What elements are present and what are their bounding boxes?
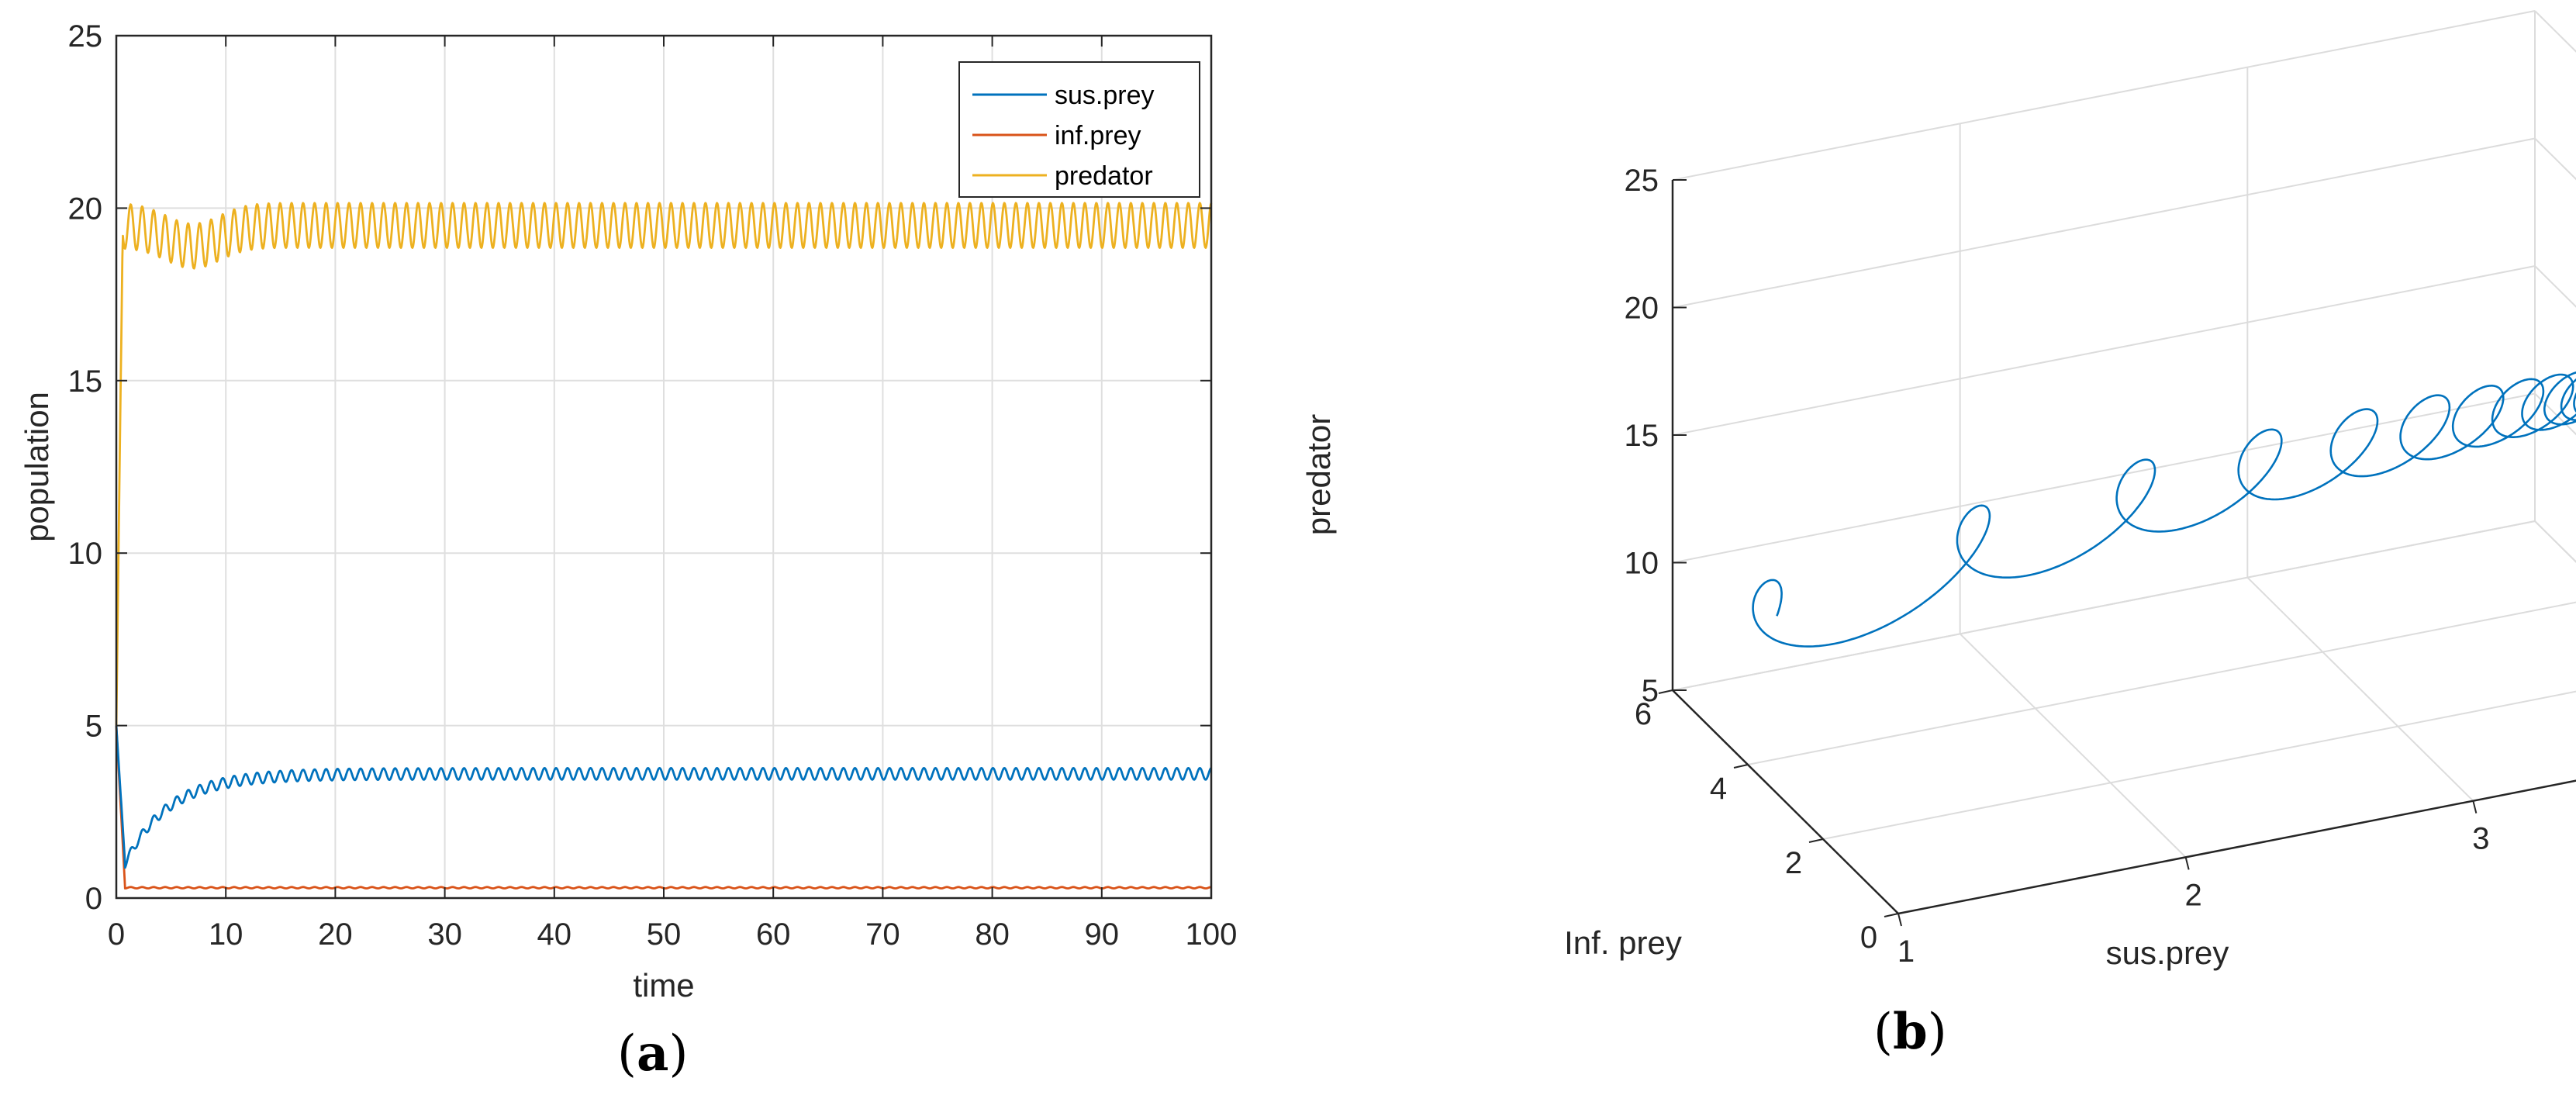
x-tick-label: 60 xyxy=(756,917,791,952)
panel-a-chart: 0 10 20 30 40 50 60 70 80 90 100 0 5 10 15 20 25 time p… xyxy=(19,19,1237,1083)
y-axis-label-3d: Inf. prey xyxy=(1564,924,1682,961)
panel-letter-a: a xyxy=(637,1024,668,1083)
grid-3d xyxy=(1672,10,2576,914)
y-tick-label: 25 xyxy=(68,19,103,54)
y-tick xyxy=(1884,913,1899,917)
y-tick-label: 5 xyxy=(85,710,102,744)
y-tick-labels: 0 5 10 15 20 25 xyxy=(68,19,103,916)
y-tick-label: 20 xyxy=(68,192,103,226)
x-tick xyxy=(1897,913,1902,927)
back-wall-grid-z xyxy=(1672,137,2536,309)
x-tick-label: 3 xyxy=(2472,822,2489,856)
floor-grid-x xyxy=(2246,576,2474,802)
floor-grid-y xyxy=(1747,601,2576,765)
y-axis-label: population xyxy=(19,392,55,542)
tick-marks xyxy=(116,35,1212,899)
side-wall-grid-z xyxy=(2534,10,2576,53)
back-wall-grid-z xyxy=(1672,10,2536,181)
x-tick xyxy=(2184,857,2190,870)
legend-label-inf-prey: inf.prey xyxy=(1055,121,1141,150)
z-axis-label-3d: predator xyxy=(1300,414,1337,535)
back-wall-grid-z xyxy=(1672,265,2536,436)
x-tick-label: 2 xyxy=(2185,878,2202,912)
y-tick-label: 15 xyxy=(68,364,103,399)
y-tick-label: 0 xyxy=(85,882,102,916)
side-wall-grid-z xyxy=(2534,392,2576,436)
back-wall-grid-z xyxy=(1672,520,2536,691)
panel-b-chart: 12340246510152025 sus.prey Inf. prey pre… xyxy=(1300,10,2576,1061)
z-tick-label: 15 xyxy=(1625,419,1659,453)
x-tick-label: 100 xyxy=(1186,917,1238,952)
panel-letter-b: b xyxy=(1893,1003,1928,1061)
y-tick xyxy=(1733,764,1749,769)
z-tick-label: 25 xyxy=(1625,164,1659,198)
tick-labels-3d: 12340246510152025 xyxy=(1625,164,2490,969)
series-line-predator xyxy=(115,202,1213,726)
y-tick-label: 0 xyxy=(1860,921,1877,955)
y-tick xyxy=(1808,838,1824,843)
x-tick-label: 1 xyxy=(1897,935,1915,969)
x-tick-label: 30 xyxy=(427,917,462,952)
side-wall-grid-z xyxy=(2534,137,2576,181)
legend-label-sus-prey: sus.prey xyxy=(1055,81,1155,110)
side-wall-grid-z xyxy=(2534,265,2576,308)
x-axis-label: time xyxy=(633,967,694,1004)
y-tick xyxy=(1658,689,1673,694)
floor-grid-x xyxy=(1959,633,2187,859)
x-tick-label: 0 xyxy=(108,917,125,952)
series-line-sus-prey xyxy=(115,725,1212,869)
z-tick-label: 10 xyxy=(1625,547,1659,581)
y-tick-label: 2 xyxy=(1785,846,1802,880)
x-tick-label: 70 xyxy=(865,917,900,952)
y-tick-label: 10 xyxy=(68,537,103,571)
x-tick-label: 50 xyxy=(647,917,682,952)
back-wall-grid-z xyxy=(1672,392,2536,564)
x-tick-label: 90 xyxy=(1085,917,1120,952)
trajectory-line xyxy=(1752,371,2576,648)
x-tick-labels: 0 10 20 30 40 50 60 70 80 90 100 xyxy=(108,917,1238,952)
x-tick-label: 20 xyxy=(318,917,353,952)
panel-label-b: (b) xyxy=(1873,1003,1947,1061)
x-tick-label: 80 xyxy=(975,917,1010,952)
trajectory-3d xyxy=(1752,371,2576,648)
axes-3d xyxy=(1658,179,2576,927)
y-axis-line xyxy=(1672,689,1899,914)
y-tick-label: 6 xyxy=(1635,697,1652,731)
z-tick-label: 5 xyxy=(1642,674,1659,708)
x-axis-label-3d: sus.prey xyxy=(2106,935,2229,971)
legend-label-predator: predator xyxy=(1055,161,1153,191)
x-axis-line xyxy=(1897,779,2576,915)
side-wall-grid-z xyxy=(2534,520,2576,563)
x-tick-label: 10 xyxy=(209,917,243,952)
legend: sus.prey inf.prey predator xyxy=(958,61,1200,198)
x-tick-label: 40 xyxy=(537,917,572,952)
floor-grid-y xyxy=(1822,690,2576,840)
z-tick-label: 20 xyxy=(1625,292,1659,326)
panel-label-a: (a) xyxy=(617,1024,688,1083)
x-tick xyxy=(2472,800,2478,814)
y-tick-label: 4 xyxy=(1710,772,1727,806)
